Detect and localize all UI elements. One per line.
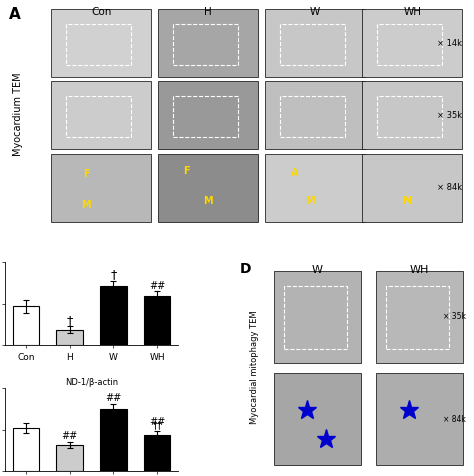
Text: M: M	[203, 197, 213, 207]
Bar	[51, 154, 151, 222]
Text: × 84k: × 84k	[443, 415, 466, 424]
Text: × 35k: × 35k	[443, 312, 466, 321]
Bar	[56, 445, 83, 471]
Text: ††: ††	[152, 420, 162, 430]
Text: Myocardial mitophagy TEM: Myocardial mitophagy TEM	[250, 310, 259, 424]
Text: WH: WH	[410, 265, 429, 275]
Bar	[51, 9, 151, 77]
Text: ##: ##	[149, 417, 165, 427]
Bar	[144, 435, 170, 471]
Text: × 35k: × 35k	[437, 111, 462, 120]
Text: F: F	[83, 169, 90, 179]
Text: ##: ##	[105, 393, 121, 403]
Text: WH: WH	[403, 7, 421, 17]
Bar	[274, 271, 361, 363]
Bar	[280, 24, 345, 65]
Text: A: A	[291, 168, 299, 178]
Bar	[265, 154, 365, 222]
Text: W: W	[312, 265, 323, 275]
Text: †: †	[110, 268, 117, 281]
Text: A: A	[9, 7, 21, 22]
Bar	[377, 24, 442, 65]
Bar	[158, 154, 258, 222]
Bar	[51, 81, 151, 149]
Text: D: D	[239, 262, 251, 277]
Bar	[13, 307, 39, 345]
Bar	[100, 286, 127, 345]
Bar	[376, 373, 463, 465]
Text: Con: Con	[91, 7, 111, 17]
Bar	[386, 287, 449, 349]
Text: Myocardium TEM: Myocardium TEM	[13, 72, 23, 156]
Bar	[274, 373, 361, 465]
Text: H: H	[204, 7, 212, 17]
Bar	[158, 81, 258, 149]
Text: M: M	[305, 197, 315, 207]
Bar	[173, 97, 238, 137]
Text: M: M	[402, 197, 412, 207]
Text: †: †	[66, 314, 73, 327]
Bar	[265, 81, 365, 149]
Bar	[13, 428, 39, 471]
Bar	[363, 9, 462, 77]
Text: F: F	[182, 166, 189, 176]
Text: ##: ##	[149, 281, 165, 291]
Text: W: W	[310, 7, 320, 17]
Bar	[173, 24, 238, 65]
Bar	[66, 97, 131, 137]
Bar	[363, 154, 462, 222]
Bar	[377, 97, 442, 137]
Bar	[265, 9, 365, 77]
Bar	[363, 81, 462, 149]
Bar	[56, 330, 83, 345]
Text: × 14k: × 14k	[438, 39, 462, 48]
Bar	[376, 271, 463, 363]
Text: ND-1/β-actin: ND-1/β-actin	[65, 378, 118, 387]
Text: ##: ##	[62, 431, 78, 441]
Text: M: M	[82, 200, 91, 210]
Text: × 84k: × 84k	[437, 183, 462, 192]
Bar	[158, 9, 258, 77]
Bar	[284, 287, 347, 349]
Bar	[66, 24, 131, 65]
Bar	[100, 409, 127, 471]
Bar	[144, 296, 170, 345]
Bar	[280, 97, 345, 137]
